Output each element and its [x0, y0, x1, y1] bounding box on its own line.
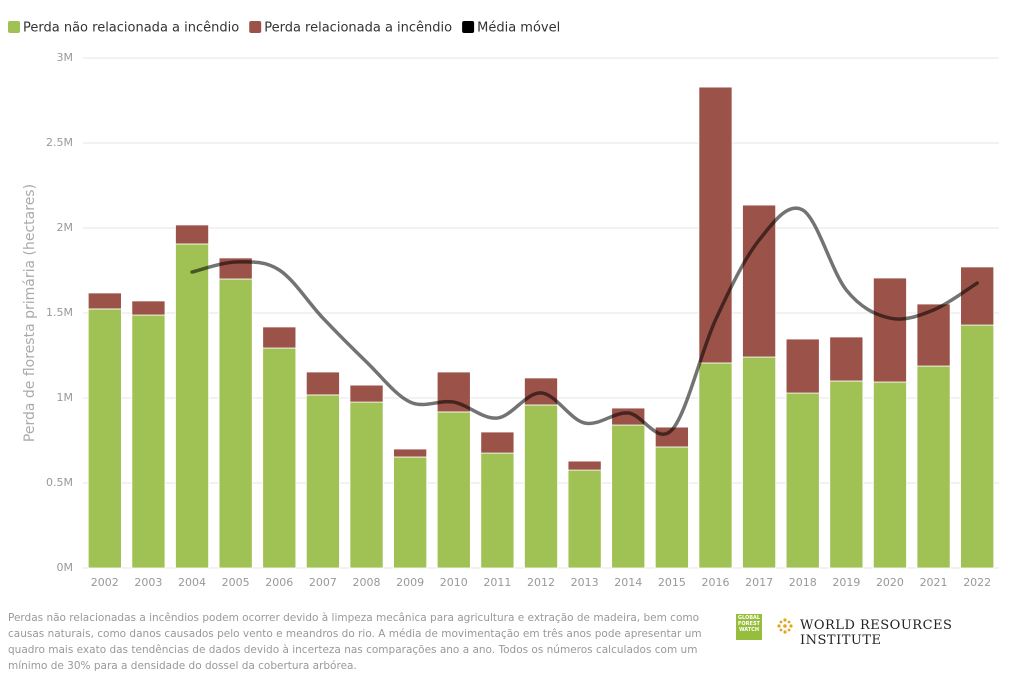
bar: [916, 365, 951, 569]
bar: [175, 243, 210, 569]
x-tick-label: 2007: [309, 576, 337, 589]
bar: [829, 380, 864, 569]
bar: [393, 448, 428, 458]
x-tick-label: 2015: [658, 576, 686, 589]
legend-swatch: [249, 21, 262, 33]
bar: [262, 347, 297, 569]
bar: [131, 314, 166, 569]
bar: [480, 431, 515, 454]
wri-icon: [777, 618, 793, 634]
bar: [567, 469, 602, 569]
bar: [87, 292, 122, 310]
bar: [393, 456, 428, 569]
x-tick-label: 2012: [527, 576, 555, 589]
bar: [829, 336, 864, 382]
legend-label: Perda não relacionada a incêndio: [23, 21, 239, 36]
legend-swatch: [462, 21, 475, 33]
bar: [480, 452, 515, 569]
legend-swatch: [8, 21, 20, 33]
bar: [872, 277, 907, 383]
bar: [349, 384, 384, 403]
bar: [305, 394, 340, 569]
x-tick-label: 2005: [222, 576, 250, 589]
footnote: Perdas não relacionadas a incêndios pode…: [8, 612, 702, 672]
bar: [960, 324, 995, 569]
x-tick-label: 2002: [91, 576, 119, 589]
y-tick-label: 1M: [57, 391, 74, 404]
bar: [611, 424, 646, 569]
legend-label: Média móvel: [477, 21, 560, 36]
y-tick-label: 1.5M: [46, 306, 73, 319]
bar: [742, 204, 777, 358]
gfw-logo: GLOBAL FOREST WATCH: [736, 614, 762, 640]
x-tick-label: 2006: [265, 576, 293, 589]
legend-label: Perda relacionada a incêndio: [264, 21, 452, 36]
bar: [349, 401, 384, 569]
bar: [960, 266, 995, 326]
wri-logo: WORLD RESOURCES INSTITUTE: [800, 618, 953, 648]
bar: [742, 356, 777, 569]
x-tick-label: 2010: [440, 576, 468, 589]
x-tick-label: 2009: [396, 576, 424, 589]
y-tick-label: 0M: [57, 561, 74, 574]
bar: [175, 224, 210, 245]
y-axis-label: Perda de floresta primária (hectares): [22, 184, 38, 442]
x-tick-label: 2019: [832, 576, 860, 589]
y-tick-label: 2M: [57, 221, 74, 234]
bar: [785, 392, 820, 569]
x-tick-label: 2014: [614, 576, 642, 589]
x-tick-label: 2018: [789, 576, 817, 589]
y-tick-label: 3M: [57, 51, 74, 64]
bar: [87, 308, 122, 569]
bar: [305, 371, 340, 396]
bar: [872, 381, 907, 569]
x-tick-label: 2013: [571, 576, 599, 589]
chart: Perda de floresta primária (hectares) 0M…: [8, 21, 999, 589]
moving-average-line: [190, 206, 979, 436]
bar: [262, 326, 297, 349]
bar: [567, 460, 602, 471]
x-tick-label: 2016: [701, 576, 729, 589]
bar: [524, 404, 558, 569]
x-tick-label: 2008: [353, 576, 381, 589]
x-tick-label: 2011: [483, 576, 511, 589]
bar: [654, 446, 689, 569]
bar: [785, 338, 820, 394]
x-tick-label: 2017: [745, 576, 773, 589]
x-tick-label: 2003: [134, 576, 162, 589]
x-tick-label: 2021: [920, 576, 948, 589]
y-tick-label: 0.5M: [46, 476, 73, 489]
bar: [436, 411, 471, 569]
x-tick-label: 2004: [178, 576, 206, 589]
y-tick-label: 2.5M: [46, 136, 73, 149]
bar: [654, 426, 689, 448]
bar: [698, 362, 733, 569]
bar: [218, 278, 253, 569]
bar: [131, 300, 166, 316]
x-tick-label: 2022: [963, 576, 991, 589]
x-tick-label: 2020: [876, 576, 904, 589]
